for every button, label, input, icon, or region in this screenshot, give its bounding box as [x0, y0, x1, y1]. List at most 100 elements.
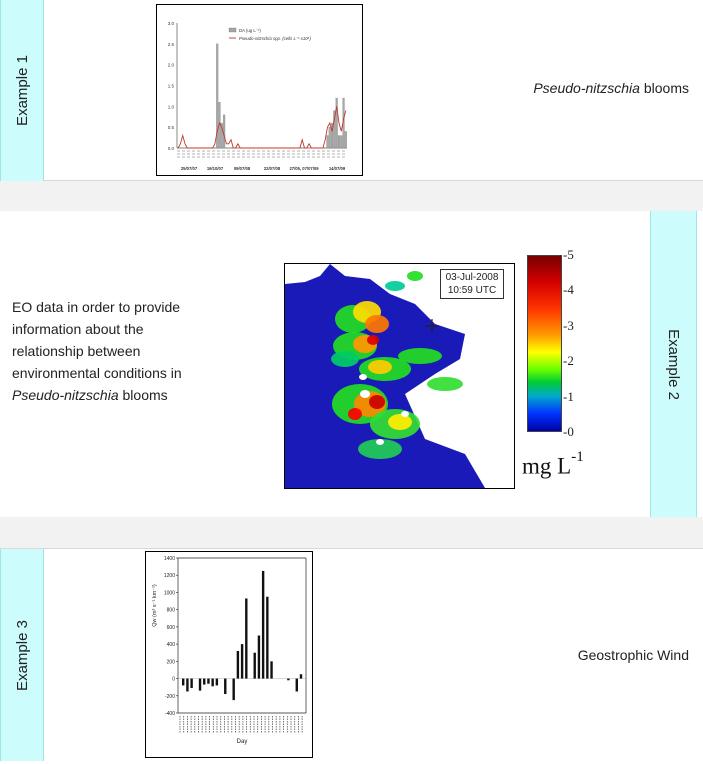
x-tick-label: 19/10/07 — [207, 166, 224, 171]
island — [376, 439, 384, 445]
da-bar — [326, 135, 329, 149]
legend-label-da: DA (ug L⁻¹) — [239, 28, 261, 33]
y-tick-label: 1.0 — [168, 104, 175, 109]
da-bar — [340, 135, 343, 149]
bloom-patch — [385, 281, 405, 291]
bloom-patch — [348, 408, 362, 420]
colorbar-unit-text: mg L — [522, 453, 572, 479]
da-bar — [344, 131, 347, 149]
description-italic: Pseudo-nitzschia — [12, 387, 119, 403]
y-tick-label: 1400 — [164, 556, 175, 562]
wind-bar — [299, 674, 303, 679]
example-1-tab: Example 1 — [0, 0, 44, 181]
colorbar-unit-exponent: -1 — [571, 449, 584, 465]
wind-bar — [186, 678, 189, 692]
y-tick-label: 1.5 — [168, 84, 175, 89]
land-mass — [285, 264, 330, 284]
description-rest: blooms — [118, 387, 168, 403]
example-1-label: Example 1 — [13, 55, 31, 126]
colorbar-tick-label: -1 — [563, 388, 574, 404]
wind-bar — [253, 652, 256, 679]
map-date: 03-Jul-2008 — [445, 272, 499, 283]
description-line-1: EO data in order to provide — [12, 299, 181, 315]
example-2-row: Example 2 EO data in order to provide in… — [0, 211, 703, 517]
y-tick-label: 3.0 — [168, 21, 175, 26]
chlorophyll-map-image — [285, 264, 514, 488]
bloom-patch — [369, 395, 385, 409]
colorbar-tick-label: -2 — [563, 353, 574, 369]
wind-bar — [232, 678, 235, 701]
example-1-row: Example 1 0.0 0.5 1.0 1.5 2.0 2.5 3.0 25/07/07 1… — [0, 0, 703, 181]
y-tick-label: 400 — [167, 642, 176, 648]
da-pseudo-nitzschia-chart: 0.0 0.5 1.0 1.5 2.0 2.5 3.0 25/07/07 19/10/07 09/… — [168, 21, 347, 171]
y-tick-label: 1000 — [164, 590, 175, 596]
separator-band-2 — [0, 517, 703, 548]
legend-label-pn: Pseudo-nitzschia spp. (cells L⁻¹ x10⁶) — [239, 36, 311, 41]
description-line-3: relationship between — [12, 343, 141, 359]
wind-bar — [240, 644, 244, 679]
legend-swatch-bars — [228, 27, 237, 33]
chlorophyll-map: 03-Jul-2008 10:59 UTC — [284, 263, 515, 489]
wind-bar — [270, 661, 273, 679]
wind-bar — [203, 678, 206, 685]
da-bar — [220, 122, 223, 149]
y-tick-label: 2.0 — [168, 63, 175, 68]
y-tick-label: 0 — [172, 677, 175, 683]
da-bar — [328, 127, 331, 149]
x-tick-label: 27/05, 07/07/09 — [289, 166, 319, 171]
example-3-caption: Geostrophic Wind — [577, 647, 689, 663]
bloom-patch — [331, 351, 359, 367]
pseudo-nitzschia-line — [177, 106, 347, 149]
x-axis-label: Day — [237, 739, 248, 745]
description-line-4: environmental conditions in — [12, 365, 182, 381]
caption-rest: blooms — [639, 80, 689, 96]
y-tick-label: 1200 — [164, 573, 175, 579]
y-tick-label: -400 — [165, 711, 175, 717]
example-3-tab: Example 3 — [0, 549, 44, 761]
map-time: 10:59 UTC — [447, 285, 497, 296]
example-1-chart-frame: 0.0 0.5 1.0 1.5 2.0 2.5 3.0 25/07/07 19/10/07 09/… — [156, 4, 363, 176]
wind-bar — [190, 678, 193, 689]
y-tick-label: 0.0 — [168, 146, 175, 151]
y-tick-label: 800 — [167, 608, 176, 614]
land-mass — [330, 264, 514, 488]
da-bar — [216, 43, 219, 149]
da-bar — [337, 135, 341, 149]
y-tick-label: 0.5 — [168, 125, 175, 130]
x-tick-label: 25/07/07 — [181, 166, 198, 171]
wind-bar — [295, 678, 298, 692]
wind-bar — [287, 678, 290, 681]
x-tick-label: 22/07/08 — [264, 166, 281, 171]
example-3-label: Example 3 — [13, 619, 31, 691]
x-tick-label: 09/07/08 — [234, 166, 251, 171]
caption-italic: Pseudo-nitzschia — [533, 80, 640, 96]
wind-bar — [266, 596, 269, 679]
y-axis-label: Qw (m³ s⁻¹ km⁻¹) — [152, 584, 158, 627]
example-3-chart-frame: 1400 1200 1000 800 600 400 200 0 -200 -400 Day Qw (… — [145, 551, 313, 758]
example-2-label: Example 2 — [665, 328, 682, 400]
bloom-patch — [427, 377, 463, 391]
colorbar-ticks: -5 -4 -3 -2 -1 -0 — [563, 247, 593, 439]
colorbar-unit: mg L-1 — [522, 449, 584, 480]
wind-bar — [236, 651, 240, 679]
da-bar — [223, 114, 226, 149]
separator-band-1 — [0, 181, 703, 211]
colorbar — [527, 255, 562, 432]
bloom-patch — [358, 439, 402, 459]
wind-bar — [182, 678, 185, 686]
wind-bar — [224, 678, 227, 695]
wind-bar — [211, 678, 214, 687]
bloom-patch — [368, 360, 392, 374]
description-line-5: Pseudo-nitzschia blooms — [12, 384, 237, 406]
description-line-2: information about the — [12, 321, 144, 337]
colorbar-tick-label: -5 — [563, 247, 574, 262]
geostrophic-wind-chart: 1400 1200 1000 800 600 400 200 0 -200 -400 Day Qw (… — [152, 556, 307, 745]
y-tick-label: 2.5 — [168, 42, 175, 47]
da-bar — [333, 110, 336, 149]
y-tick-label: -200 — [165, 694, 175, 700]
colorbar-tick-label: -3 — [563, 317, 574, 333]
map-timestamp-box: 03-Jul-2008 10:59 UTC — [440, 269, 504, 299]
colorbar-tick-label: -0 — [563, 424, 574, 439]
bloom-patch — [388, 414, 412, 430]
example-2-tab: Example 2 — [650, 211, 697, 517]
